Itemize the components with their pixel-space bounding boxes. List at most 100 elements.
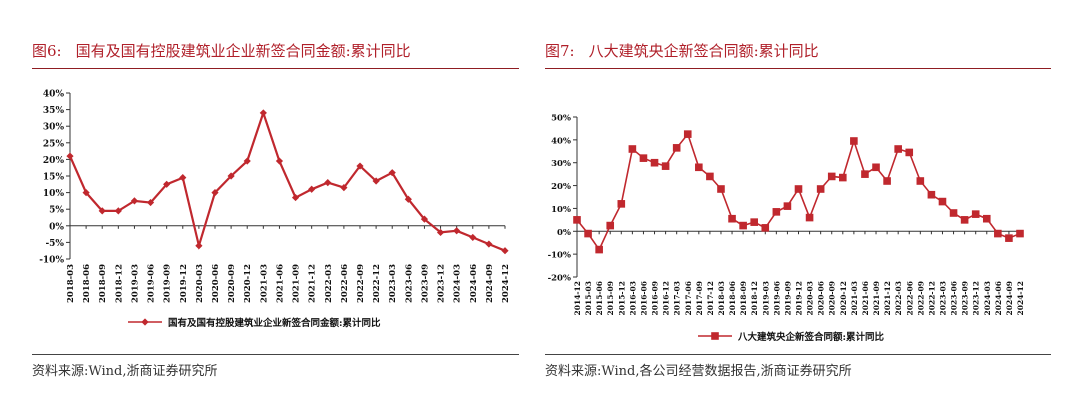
data-point [728,214,736,223]
figure-7-chart: 50%40%30%20%10%0%-10%-20%2014-12 2015-03 2… [548,114,1025,344]
x-tick-label: 2023-09 [420,264,430,303]
data-point [683,130,692,138]
data-point [695,163,703,172]
x-tick-label: 2020-12 [243,264,253,303]
data-point [1005,234,1013,242]
x-tick-label: 2023-03 [388,264,398,303]
x-tick-label: 2020-09 [227,264,237,303]
x-tick-label: 2022-09 [916,281,925,315]
data-point [146,198,155,207]
data-point [827,172,836,181]
data-point [883,177,891,185]
x-tick-label: 2017-03 [673,281,682,315]
data-point [750,218,758,226]
y-tick-label: 30% [551,159,571,169]
x-tick-label: 2015-06 [595,281,604,315]
figure-6-label: 图6: [32,42,62,60]
data-point [420,215,429,223]
data-point [130,197,139,205]
data-point [628,145,637,153]
x-tick-label: 2024-09 [485,264,495,303]
data-point [816,185,825,193]
x-tick-label: 2024-12 [501,264,511,303]
y-tick-label: -20% [548,274,571,284]
x-tick-label: 2021-03 [259,264,269,303]
x-tick-label: 2019-03 [130,264,140,303]
data-point [905,148,914,157]
x-tick-label: 2022-09 [356,264,366,303]
data-point [927,190,936,199]
figure-6-title-text: 国有及国有控股建筑业企业新签合同金额:累计同比 [75,42,411,60]
data-point [805,213,814,222]
x-tick-label: 2018-12 [114,264,124,303]
figure-7-label: 图7: [545,42,575,60]
x-tick-label: 2020-03 [195,264,205,303]
data-point [861,170,869,178]
y-tick-label: 20% [43,156,65,166]
data-point [783,202,792,210]
x-tick-label: 2023-09 [961,281,970,315]
y-tick-label: 25% [43,139,65,149]
data-point [340,184,348,192]
data-point [949,209,958,217]
data-point [639,154,648,162]
y-tick-label: 20% [551,182,571,192]
figure-7-panel: 图7: 八大建筑央企新签合同额:累计同比 50% 40% 30% 20% 10% 0% -10… [535,0,1076,400]
data-point [706,172,714,181]
x-tick-label: 2021-09 [292,264,302,303]
x-tick-label: 2024-03 [983,281,992,315]
data-point [960,216,969,224]
x-tick-label: 2018-09 [98,264,108,303]
data-point [404,195,412,203]
x-tick-label: 2015-03 [584,281,593,315]
y-tick-label: 10% [43,189,65,199]
y-tick-label: -10% [39,256,64,266]
data-point [1016,229,1024,238]
y-tick-label: 10% [551,205,571,215]
x-tick-label: 2020-09 [828,281,837,315]
data-point [195,242,203,250]
x-tick-label: 2023-03 [938,281,947,315]
series-line [68,109,506,252]
data-point [469,233,477,242]
y-tick-label: 35% [43,106,65,116]
x-tick-label: 2016-03 [628,281,637,315]
data-point [617,200,626,208]
figure-6-chart: 40% 35% 30% 25% 20% 15% 10% 5% 0% -5% -10%2018-03 2… [39,90,511,330]
figure-6-bottom-rule [32,354,519,355]
x-tick-label: 2023-06 [404,264,414,303]
data-point [227,172,235,180]
x-tick-label: 2018-03 [66,264,76,303]
figure-7-title: 图7: 八大建筑央企新签合同额:累计同比 [545,40,819,61]
y-tick-label: 40% [551,136,571,146]
x-tick-label: 2020-03 [806,281,815,315]
data-point [98,207,106,215]
data-point [485,240,493,248]
y-tick-label: 0% [49,222,64,232]
x-tick-label: 2019-09 [163,264,173,303]
data-point [717,185,725,193]
y-tick-label: 30% [43,123,65,133]
x-tick-label: 2015-12 [617,281,626,315]
x-tick-label: 2017-06 [684,281,693,315]
x-tick-label: 2019-06 [772,281,781,315]
data-point [275,157,284,165]
x-tick-label: 2019-12 [795,281,804,315]
x-tick-label: 2023-12 [437,264,447,303]
data-point [66,152,74,160]
data-point [672,144,681,152]
data-point [291,193,300,202]
x-tick-label: 2024-06 [469,264,479,303]
data-point [994,229,1002,238]
data-point [739,221,747,230]
data-point [894,145,902,153]
data-point [872,163,880,172]
data-point [243,157,251,165]
data-point [584,229,592,238]
data-point [436,228,445,237]
x-tick-label: 2019-03 [761,281,770,315]
x-tick-label: 2017-09 [695,281,704,315]
data-point [453,227,461,235]
data-point [850,137,858,145]
data-point [259,109,267,117]
